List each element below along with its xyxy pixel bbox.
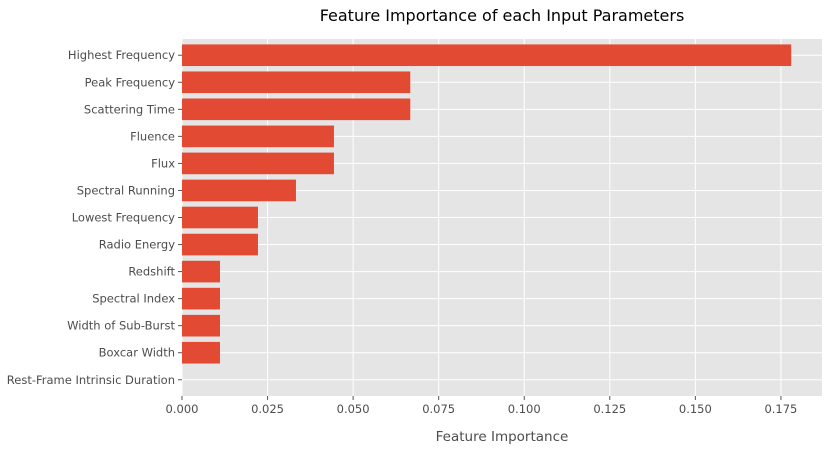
y-tick-label: Boxcar Width [99,346,175,360]
bar [182,98,411,121]
x-tick-label: 0.150 [679,402,712,416]
x-tick-label: 0.075 [422,402,455,416]
x-tick-label: 0.125 [593,402,626,416]
y-tick-label: Scattering Time [84,102,175,116]
bar [182,179,296,202]
bar [182,341,220,364]
bar [182,44,792,67]
bar [182,206,258,229]
y-tick-label: Redshift [128,265,175,279]
y-tick-label: Highest Frequency [68,48,175,62]
y-tick-label: Fluence [130,129,175,143]
x-tick-label: 0.050 [337,402,370,416]
x-tick-label: 0.000 [166,402,199,416]
bar [182,260,220,283]
y-tick-label: Width of Sub-Burst [67,319,175,333]
x-tick-label: 0.175 [764,402,797,416]
y-tick-label: Rest-Frame Intrinsic Duration [7,373,175,387]
y-tick-label: Peak Frequency [85,75,176,89]
bar [182,233,258,256]
y-tick-label: Flux [151,156,175,170]
bar [182,287,220,310]
bar [182,125,334,148]
y-tick-label: Spectral Index [92,292,175,306]
x-tick-label: 0.025 [251,402,284,416]
x-axis-label: Feature Importance [436,429,569,445]
bar [182,152,334,175]
chart-title: Feature Importance of each Input Paramet… [319,6,685,25]
bar [182,314,220,337]
y-tick-label: Lowest Frequency [72,211,175,225]
x-tick-label: 0.100 [508,402,541,416]
bar [182,71,411,94]
y-tick-label: Radio Energy [99,238,175,252]
y-tick-label: Spectral Running [77,183,175,197]
